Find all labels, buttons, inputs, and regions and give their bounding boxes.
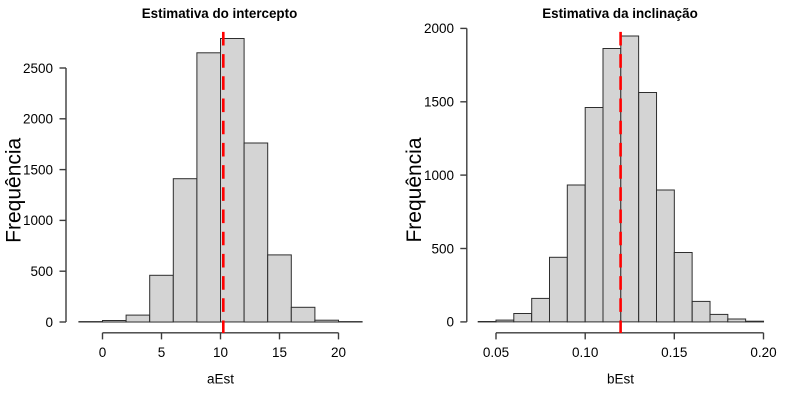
svg-text:Estimativa da inclinação: Estimativa da inclinação — [542, 6, 698, 21]
svg-text:Frequência: Frequência — [403, 137, 426, 242]
svg-text:500: 500 — [431, 241, 454, 256]
svg-text:0: 0 — [446, 315, 454, 330]
svg-text:0: 0 — [99, 345, 107, 360]
svg-text:500: 500 — [30, 264, 53, 279]
svg-text:0.20: 0.20 — [750, 345, 776, 360]
svg-text:1500: 1500 — [424, 95, 454, 110]
svg-text:0: 0 — [45, 315, 53, 330]
svg-text:1000: 1000 — [23, 213, 53, 228]
svg-text:2000: 2000 — [424, 21, 454, 36]
svg-text:0.10: 0.10 — [572, 345, 598, 360]
svg-text:5: 5 — [158, 345, 166, 360]
svg-text:10: 10 — [213, 345, 228, 360]
svg-text:Estimativa do intercepto: Estimativa do intercepto — [142, 6, 298, 21]
svg-text:1500: 1500 — [23, 162, 53, 177]
svg-text:0.15: 0.15 — [661, 345, 687, 360]
svg-text:bEst: bEst — [607, 372, 634, 387]
svg-text:2000: 2000 — [23, 112, 53, 127]
svg-text:15: 15 — [272, 345, 287, 360]
svg-text:aEst: aEst — [207, 372, 234, 387]
svg-text:2500: 2500 — [23, 61, 53, 76]
svg-text:1000: 1000 — [424, 168, 454, 183]
svg-text:Frequência: Frequência — [3, 137, 26, 242]
svg-text:20: 20 — [331, 345, 346, 360]
svg-text:0.05: 0.05 — [483, 345, 509, 360]
